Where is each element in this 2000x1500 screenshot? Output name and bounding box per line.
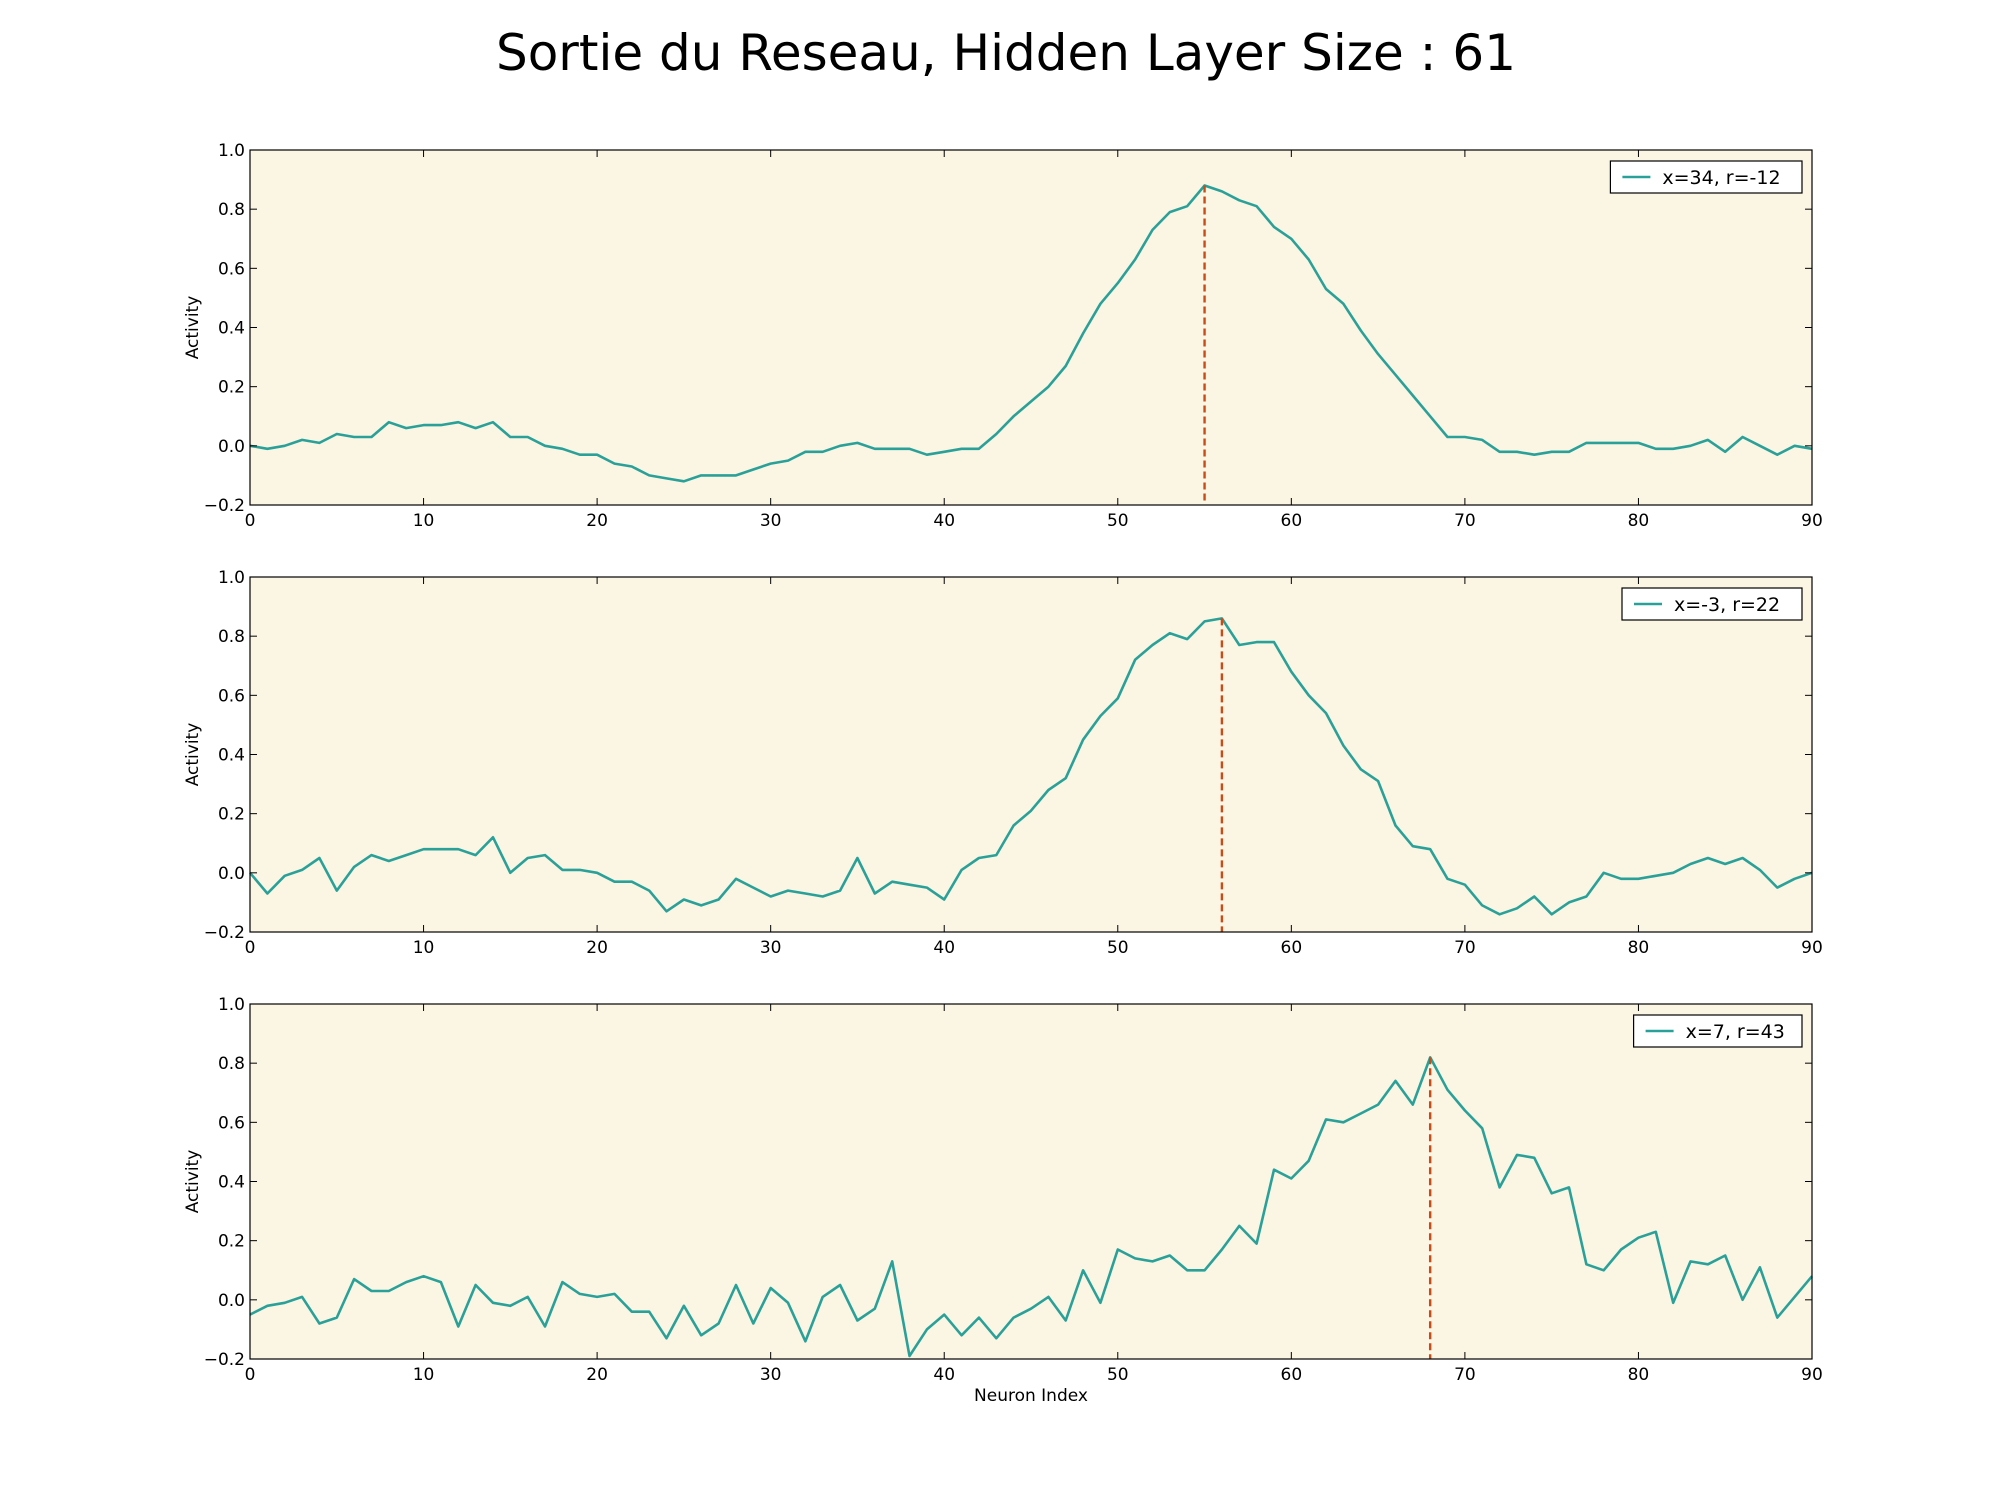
p1-ylabel: Activity (183, 296, 203, 360)
p3-xtick-label: 30 (760, 1365, 782, 1385)
p2-ytick-label: −0.2 (204, 923, 245, 943)
p3-ytick-label: 0.8 (218, 1054, 245, 1074)
p2-ytick-label: 0.0 (218, 864, 245, 884)
p2-legend-label: x=-3, r=22 (1674, 594, 1780, 616)
p3-ytick-label: 1.0 (218, 995, 245, 1015)
p1-xtick-label: 0 (245, 511, 256, 531)
p1-ytick-label: 0.4 (218, 319, 245, 339)
p1-xtick-label: 40 (933, 511, 955, 531)
p3-ytick-label: 0.6 (218, 1113, 245, 1133)
p1-xtick-label: 50 (1107, 511, 1129, 531)
subplot-2: 0 10 20 30 40 50 60 70 80 90 −0.2 0.0 0.2 0.4 0.6 0.8 1.… (183, 568, 1823, 958)
p1-ytick-label: 0.6 (218, 259, 245, 279)
subplot-1: 0 10 20 30 40 50 60 70 80 90 −0.2 0.0 0.2 0.4 0.6 0.8 1.… (183, 141, 1823, 531)
p3-legend-label: x=7, r=43 (1686, 1021, 1785, 1043)
p1-ytick-label: 0.0 (218, 437, 245, 457)
p2-xtick-label: 30 (760, 938, 782, 958)
p3-xtick-label: 50 (1107, 1365, 1129, 1385)
p1-xtick-label: 70 (1454, 511, 1476, 531)
p3-ytick-label: 0.4 (218, 1173, 245, 1193)
p2-ytick-label: 0.4 (218, 746, 245, 766)
p3-xtick-label: 10 (413, 1365, 435, 1385)
p3-ytick-label: 0.2 (218, 1232, 245, 1252)
p2-ytick-label: 0.6 (218, 686, 245, 706)
p2-ytick-label: 0.8 (218, 627, 245, 647)
subplot-3: 0 10 20 30 40 50 60 70 80 90 −0.2 0.0 0.2 0.4 0.6 0.8 1.… (183, 995, 1823, 1406)
p2-ytick-label: 1.0 (218, 568, 245, 588)
p3-plot-background (250, 1004, 1812, 1359)
p2-ytick-label: 0.2 (218, 805, 245, 825)
p2-xtick-label: 60 (1281, 938, 1303, 958)
p3-ytick-label: −0.2 (204, 1350, 245, 1370)
figure-title: Sortie du Reseau, Hidden Layer Size : 61 (496, 24, 1516, 82)
p2-plot-background (250, 577, 1812, 932)
p1-xtick-label: 80 (1628, 511, 1650, 531)
p3-xtick-label: 40 (933, 1365, 955, 1385)
p3-xtick-label: 60 (1281, 1365, 1303, 1385)
p3-xlabel: Neuron Index (974, 1386, 1088, 1406)
p1-ytick-label: −0.2 (204, 496, 245, 516)
p3-xtick-label: 70 (1454, 1365, 1476, 1385)
p1-xtick-label: 20 (586, 511, 608, 531)
p2-ylabel: Activity (183, 723, 203, 787)
p1-ytick-label: 0.2 (218, 378, 245, 398)
p3-xtick-label: 90 (1801, 1365, 1823, 1385)
p3-ytick-label: 0.0 (218, 1291, 245, 1311)
p2-xtick-label: 90 (1801, 938, 1823, 958)
p1-ytick-label: 0.8 (218, 200, 245, 220)
p1-xtick-label: 30 (760, 511, 782, 531)
p2-series-line (249, 617, 1813, 916)
p1-xtick-label: 10 (413, 511, 435, 531)
p2-xtick-label: 40 (933, 938, 955, 958)
p2-xtick-label: 50 (1107, 938, 1129, 958)
p3-xtick-label: 80 (1628, 1365, 1650, 1385)
p2-xtick-label: 80 (1628, 938, 1650, 958)
p3-ylabel: Activity (183, 1150, 203, 1214)
p1-series-line (249, 184, 1813, 483)
p2-xtick-label: 10 (413, 938, 435, 958)
p2-xtick-label: 20 (586, 938, 608, 958)
p3-series-line (249, 1056, 1813, 1358)
p1-plot-background (250, 150, 1812, 505)
p1-legend-label: x=34, r=-12 (1662, 167, 1780, 189)
p3-xtick-label: 0 (245, 1365, 256, 1385)
p2-xtick-label: 0 (245, 938, 256, 958)
p1-xtick-label: 90 (1801, 511, 1823, 531)
p3-xtick-label: 20 (586, 1365, 608, 1385)
p2-xtick-label: 70 (1454, 938, 1476, 958)
p1-xtick-label: 60 (1281, 511, 1303, 531)
p1-ytick-label: 1.0 (218, 141, 245, 161)
